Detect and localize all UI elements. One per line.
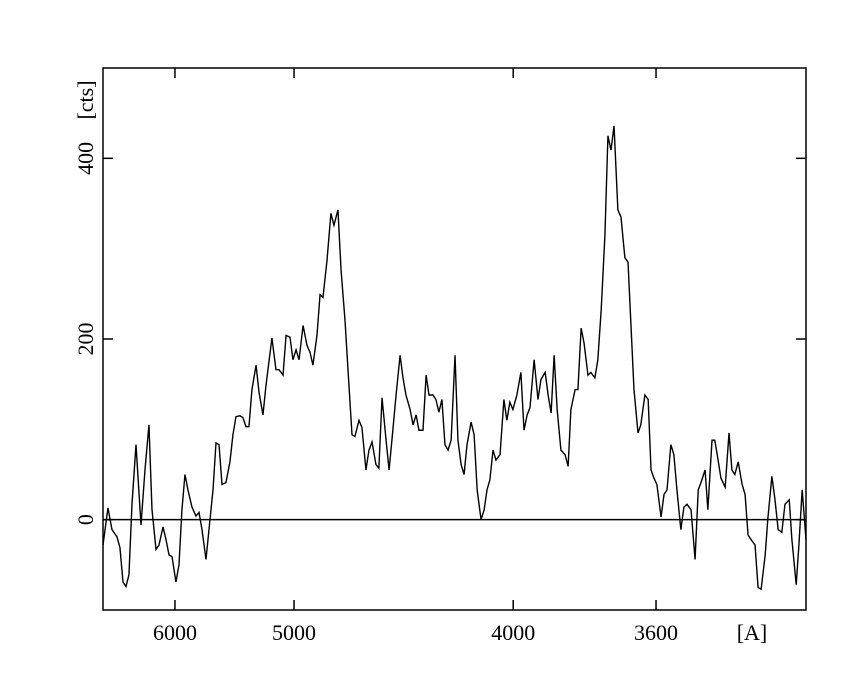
spectrum-line <box>102 125 807 591</box>
y-tick-label: 200 <box>73 323 98 356</box>
x-axis-label: [A] <box>737 620 768 645</box>
x-tick-label: 3600 <box>634 620 678 645</box>
y-tick-label: 400 <box>73 142 98 175</box>
y-tick-label: 0 <box>73 514 98 525</box>
x-tick-label: 5000 <box>272 620 316 645</box>
x-tick-label: 6000 <box>153 620 197 645</box>
x-tick-label: 4000 <box>491 620 535 645</box>
y-axis-label: [cts] <box>73 80 98 119</box>
